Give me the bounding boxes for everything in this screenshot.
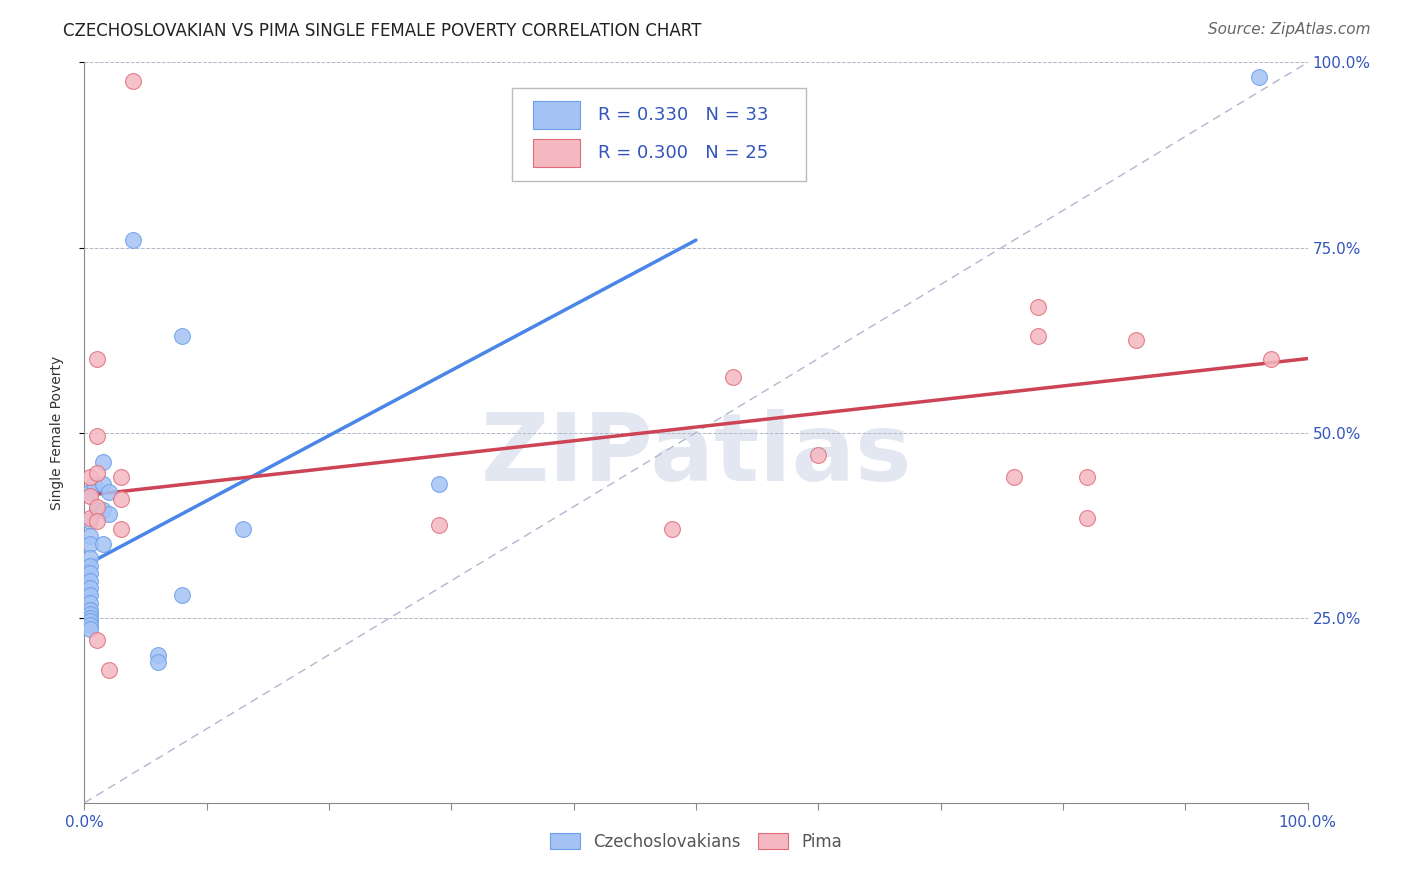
Point (79, 470, 101, 484)
Point (110, 492, 132, 507)
Point (661, 522, 683, 536)
Point (79, 618, 101, 632)
Point (79, 536, 101, 550)
Text: Source: ZipAtlas.com: Source: ZipAtlas.com (1208, 22, 1371, 37)
Point (427, 518, 450, 533)
Point (1125, 333, 1147, 347)
Point (91, 477, 114, 491)
Point (97, 484, 120, 499)
Point (79, 558, 101, 573)
Point (86, 515, 108, 529)
Point (86, 500, 108, 514)
Point (91, 455, 114, 469)
Point (427, 477, 450, 491)
Text: R = 0.330   N = 33: R = 0.330 N = 33 (598, 105, 769, 124)
Point (146, 655, 169, 669)
Legend: Czechoslovakians, Pima: Czechoslovakians, Pima (544, 826, 848, 857)
Point (86, 429, 108, 443)
Point (1247, 70, 1270, 85)
Point (172, 329, 194, 343)
Point (79, 581, 101, 595)
Point (79, 574, 101, 588)
Y-axis label: Single Female Poverty: Single Female Poverty (49, 356, 63, 509)
Point (1028, 300, 1050, 314)
Point (86, 632, 108, 647)
Text: R = 0.300   N = 25: R = 0.300 N = 25 (598, 144, 768, 162)
Point (110, 522, 132, 536)
Point (79, 529, 101, 543)
FancyBboxPatch shape (533, 139, 579, 167)
Point (86, 351, 108, 366)
Point (91, 503, 114, 517)
Point (232, 522, 254, 536)
Point (172, 589, 194, 603)
Point (721, 370, 744, 384)
Point (110, 470, 132, 484)
Text: ZIPatlas: ZIPatlas (481, 409, 911, 500)
Point (122, 74, 145, 88)
Point (97, 663, 120, 677)
Point (83, 477, 105, 491)
Point (79, 566, 101, 581)
FancyBboxPatch shape (533, 101, 579, 128)
Point (79, 589, 101, 603)
FancyBboxPatch shape (513, 88, 806, 181)
Point (79, 610, 101, 624)
Point (1002, 470, 1025, 484)
Point (97, 507, 120, 521)
Point (86, 467, 108, 481)
Point (1076, 510, 1098, 524)
Point (79, 622, 101, 636)
Point (79, 489, 101, 503)
Point (807, 448, 830, 462)
Point (79, 603, 101, 617)
Point (79, 607, 101, 621)
Point (79, 551, 101, 566)
Point (91, 536, 114, 550)
Point (79, 615, 101, 629)
Point (86, 503, 108, 517)
Point (79, 510, 101, 524)
Point (79, 596, 101, 610)
Point (1028, 329, 1050, 343)
Text: CZECHOSLOVAKIAN VS PIMA SINGLE FEMALE POVERTY CORRELATION CHART: CZECHOSLOVAKIAN VS PIMA SINGLE FEMALE PO… (63, 22, 702, 40)
Point (122, 233, 145, 247)
Point (1076, 470, 1098, 484)
Point (1260, 351, 1282, 366)
Point (79, 484, 101, 499)
Point (79, 515, 101, 529)
Point (146, 648, 169, 662)
